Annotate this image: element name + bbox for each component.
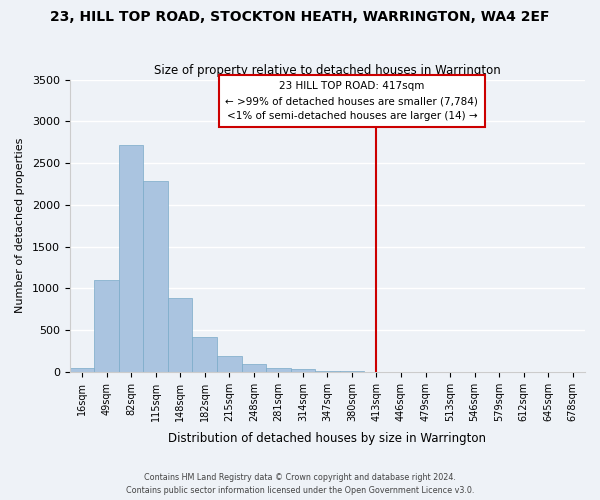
X-axis label: Distribution of detached houses by size in Warrington: Distribution of detached houses by size … (169, 432, 487, 445)
Bar (290, 370, 315, 372)
Text: Contains HM Land Registry data © Crown copyright and database right 2024.
Contai: Contains HM Land Registry data © Crown c… (126, 474, 474, 495)
Bar (94, 280, 119, 372)
Bar (143, 182, 168, 372)
Bar (193, 336, 217, 372)
Bar (242, 364, 266, 372)
Text: 23, HILL TOP ROAD, STOCKTON HEATH, WARRINGTON, WA4 2EF: 23, HILL TOP ROAD, STOCKTON HEATH, WARRI… (50, 10, 550, 24)
Y-axis label: Number of detached properties: Number of detached properties (15, 138, 25, 314)
Text: 23 HILL TOP ROAD: 417sqm
← >99% of detached houses are smaller (7,784)
<1% of se: 23 HILL TOP ROAD: 417sqm ← >99% of detac… (226, 81, 478, 121)
Bar (217, 356, 242, 372)
Title: Size of property relative to detached houses in Warrington: Size of property relative to detached ho… (154, 64, 501, 77)
Bar (315, 370, 340, 372)
Bar (168, 298, 193, 372)
Bar (119, 144, 143, 372)
Bar (70, 368, 94, 372)
Bar (266, 368, 290, 372)
